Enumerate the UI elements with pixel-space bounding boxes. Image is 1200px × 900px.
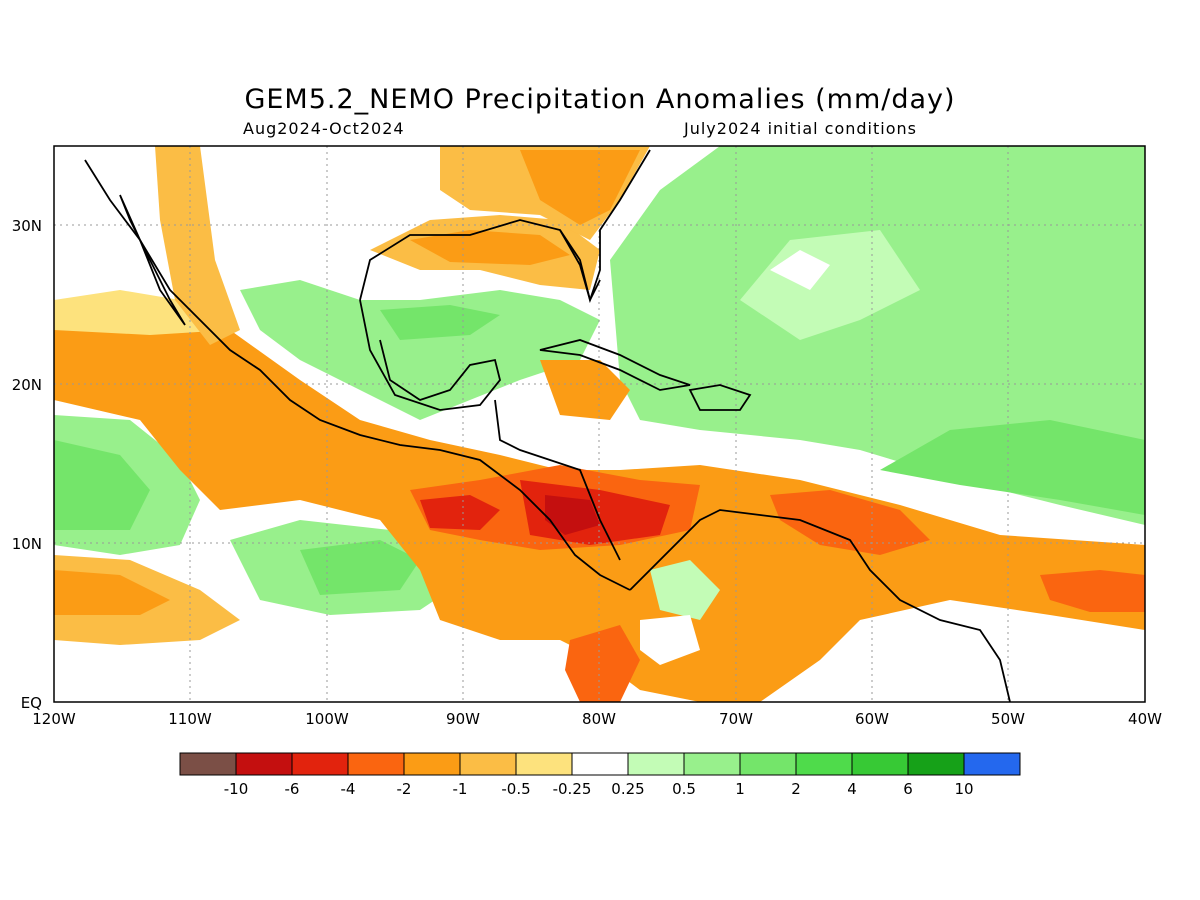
- dry-cuba-south: [540, 360, 630, 420]
- colorbar-label: -2: [397, 780, 412, 798]
- colorbar-label: -4: [341, 780, 356, 798]
- colorbar-swatch: [459, 752, 517, 776]
- colorbar-swatch: [627, 752, 685, 776]
- graticule: [54, 146, 1145, 702]
- wet-region-gulf: [240, 280, 600, 420]
- extreme-dry-core: [545, 495, 600, 535]
- colorbar-swatch: [683, 752, 741, 776]
- colorbar-swatch: [291, 752, 349, 776]
- wet-pocket-sa-1: [650, 560, 720, 620]
- light-wet-atlantic-2: [770, 250, 830, 290]
- colorbar-label: -10: [224, 780, 249, 798]
- colorbar-label: 0.5: [672, 780, 696, 798]
- lon-tick-label: 90W: [446, 710, 480, 728]
- map-title: GEM5.2_NEMO Precipitation Anomalies (mm/…: [244, 84, 956, 115]
- coastlines: [84, 149, 1011, 702]
- colorbar-label: 0.25: [611, 780, 644, 798]
- coastline-baja: [119, 194, 186, 326]
- colorbar-label: -1: [453, 780, 468, 798]
- colorbar-swatch: [739, 752, 797, 776]
- lat-tick-label: EQ: [21, 694, 42, 712]
- colorbar-label: 6: [903, 780, 913, 798]
- lat-axis: EQ 10N 20N 30N: [12, 217, 42, 712]
- colorbar-swatch: [347, 752, 405, 776]
- lon-tick-label: 60W: [855, 710, 889, 728]
- strong-dry-colombia: [565, 625, 640, 702]
- lat-tick-label: 10N: [12, 535, 42, 553]
- initial-conditions-label: July2024 initial conditions: [684, 119, 917, 138]
- wet-pocket-sa-2: [640, 615, 700, 665]
- coastline-gulf: [359, 149, 651, 304]
- lon-tick-label: 110W: [168, 710, 212, 728]
- colorbar-label: -0.5: [501, 780, 530, 798]
- coastline-yucatan: [359, 299, 501, 411]
- lon-tick-label: 40W: [1128, 710, 1162, 728]
- forecast-period: Aug2024-Oct2024: [243, 119, 405, 138]
- lon-tick-label: 50W: [991, 710, 1025, 728]
- lon-tick-label: 70W: [719, 710, 753, 728]
- lon-axis: 120W 110W 100W 90W 80W 70W 60W 50W 40W: [32, 710, 1162, 728]
- colorbar-swatch: [235, 752, 293, 776]
- wet-core-pacific-south: [300, 540, 420, 595]
- colorbar-swatch: [851, 752, 909, 776]
- coastline-south-america: [629, 509, 1011, 702]
- wet-core-atlantic: [880, 420, 1145, 515]
- very-strong-dry-caribbean: [420, 495, 500, 530]
- map-frame: [53, 145, 1146, 703]
- coastline-cuba: [539, 339, 691, 391]
- light-wet-atlantic: [740, 230, 920, 340]
- lat-tick-label: 30N: [12, 217, 42, 235]
- wet-core-pacific: [54, 440, 150, 530]
- dry-gulf-coast-core: [410, 230, 570, 265]
- lon-tick-label: 100W: [305, 710, 349, 728]
- colorbar-label: 1: [735, 780, 745, 798]
- coastline-mexico-pacific: [84, 159, 631, 591]
- coastline-hispaniola: [688, 384, 752, 411]
- wet-core-gulf: [380, 305, 500, 340]
- colorbar: -10 -6 -4 -2 -1 -0.5 -0.25 0.25 0.5 1 2 4 6 10: [179, 752, 1021, 798]
- dry-band-south-pacific-core: [54, 570, 170, 615]
- colorbar-label: -0.25: [553, 780, 592, 798]
- colorbar-swatch: [795, 752, 853, 776]
- colorbar-label: -6: [285, 780, 300, 798]
- colorbar-swatch: [907, 752, 965, 776]
- lat-tick-label: 20N: [12, 376, 42, 394]
- coastline-florida: [559, 229, 601, 303]
- lon-tick-label: 120W: [32, 710, 76, 728]
- colorbar-swatch: [963, 752, 1021, 776]
- dry-southeast-us-core: [520, 150, 640, 225]
- strong-dry-atlantic-east: [1040, 570, 1145, 612]
- colorbar-swatch: [515, 752, 573, 776]
- colorbar-label: 2: [791, 780, 801, 798]
- strong-dry-lesser-antilles: [770, 490, 930, 555]
- coastline-central-america: [494, 399, 621, 561]
- colorbar-swatch: [179, 752, 237, 776]
- colorbar-label: 10: [954, 780, 973, 798]
- lon-tick-label: 80W: [582, 710, 616, 728]
- colorbar-swatch: [571, 752, 629, 776]
- colorbar-swatch: [403, 752, 461, 776]
- colorbar-label: 4: [847, 780, 857, 798]
